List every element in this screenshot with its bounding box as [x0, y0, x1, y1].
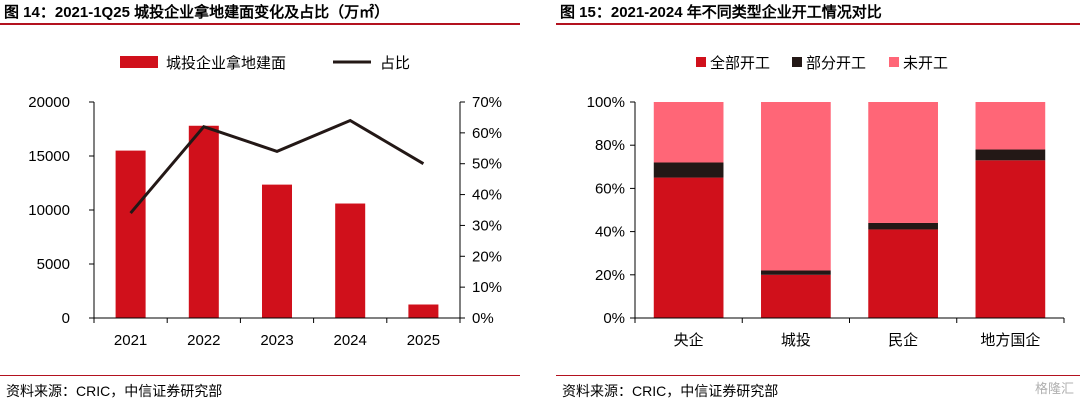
y-left-tick-label: 15000 [28, 148, 70, 165]
legend-label-0: 全部开工 [710, 54, 770, 72]
bar-地方国企-segment-2 [975, 102, 1046, 150]
legend-swatch-bars [120, 56, 158, 68]
watermark-logo: 格隆汇 [1034, 381, 1074, 396]
x-tick-label: 2023 [260, 332, 293, 349]
left-source-note: 资料来源：CRIC，中信证券研究部 [6, 383, 223, 399]
y-tick-label: 0% [603, 310, 625, 327]
x-tick-label: 2024 [334, 332, 367, 349]
left-source-rule [0, 375, 520, 376]
legend-label-bars: 城投企业拿地建面 [166, 54, 286, 72]
y-right-tick-label: 40% [472, 187, 502, 204]
y-tick-label: 80% [595, 137, 625, 154]
bar-2024 [335, 203, 366, 318]
legend-swatch-1 [792, 57, 802, 67]
bar-城投-segment-1 [761, 270, 831, 275]
y-right-tick-label: 30% [472, 217, 502, 234]
x-tick-label: 2022 [187, 332, 220, 349]
y-left-tick-label: 20000 [28, 94, 70, 111]
bar-地方国企-segment-0 [975, 160, 1046, 318]
bar-民企-segment-0 [868, 229, 938, 318]
y-tick-label: 40% [595, 224, 625, 241]
y-right-tick-label: 20% [472, 248, 502, 265]
bar-民企-segment-1 [868, 222, 938, 230]
bar-地方国企-segment-1 [975, 149, 1046, 161]
y-right-tick-label: 70% [472, 94, 502, 111]
y-left-tick-label: 10000 [28, 202, 70, 219]
legend-label-1: 部分开工 [806, 55, 866, 72]
bar-2021 [115, 150, 146, 318]
y-tick-label: 60% [595, 180, 625, 197]
x-tick-label: 央企 [674, 331, 704, 349]
right-chart-panel: 图 15：2021-2024 年不同类型企业开工情况对比 全部开工 部分开工 未开工… [556, 0, 1080, 405]
y-right-tick-label: 10% [472, 279, 502, 296]
x-tick-label: 2021 [114, 332, 147, 349]
x-tick-label: 2025 [407, 332, 440, 349]
bar-央企-segment-1 [653, 162, 724, 178]
x-tick-label: 民企 [888, 331, 918, 349]
legend-swatch-2 [889, 57, 899, 67]
bar-央企-segment-2 [653, 102, 724, 163]
bar-央企-segment-0 [653, 177, 724, 318]
x-tick-label: 城投 [781, 332, 811, 349]
bar-城投-segment-2 [761, 102, 831, 271]
y-left-tick-label: 5000 [37, 256, 70, 273]
legend-label-2: 未开工 [903, 55, 948, 72]
left-chart: 城投企业拿地建面 占比 0 5000 10000 15000 20000 0% 10% 20% 30… [28, 54, 502, 349]
bar-2025 [408, 304, 439, 318]
y-left-tick-label: 0 [62, 310, 70, 327]
right-chart: 全部开工 部分开工 未开工 0% 20% 40% 60% 80% 100% 央企 城投 民企 地方国企 [587, 54, 1065, 349]
right-title-rule [556, 23, 1080, 25]
y-tick-label: 100% [587, 94, 625, 111]
left-chart-title: 图 14：2021-1Q25 城投企业拿地建面变化及占比（万㎡） [4, 4, 390, 21]
y-right-tick-label: 50% [472, 156, 502, 173]
right-source-rule [556, 375, 1080, 376]
bar-2023 [261, 184, 293, 318]
bar-民企-segment-2 [868, 102, 938, 223]
left-chart-panel: 图 14：2021-1Q25 城投企业拿地建面变化及占比（万㎡） 城投企业拿地建… [0, 0, 520, 405]
right-source-note: 资料来源：CRIC，中信证券研究部 [562, 383, 779, 399]
y-tick-label: 20% [595, 267, 625, 284]
right-chart-title: 图 15：2021-2024 年不同类型企业开工情况对比 [560, 4, 882, 21]
legend-label-line: 占比 [380, 55, 410, 72]
bar-城投-segment-0 [761, 274, 831, 318]
y-right-tick-label: 60% [472, 125, 502, 142]
left-title-rule [0, 23, 520, 25]
bar-2022 [188, 125, 219, 318]
legend-swatch-0 [696, 57, 706, 67]
x-tick-label: 地方国企 [980, 331, 1040, 349]
y-right-tick-label: 0% [472, 310, 494, 327]
